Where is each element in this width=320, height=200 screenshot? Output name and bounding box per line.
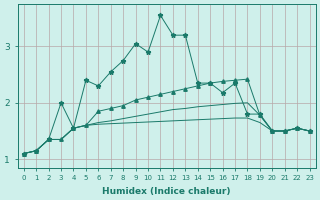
X-axis label: Humidex (Indice chaleur): Humidex (Indice chaleur) — [102, 187, 231, 196]
